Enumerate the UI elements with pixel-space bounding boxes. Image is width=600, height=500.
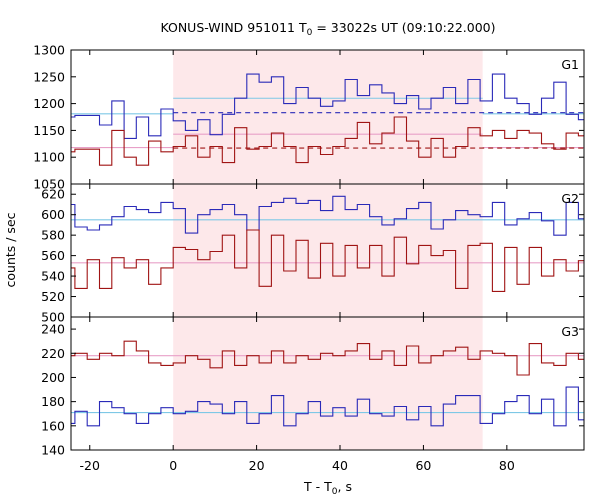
series-layer bbox=[71, 73, 584, 427]
y-tick-label: 520 bbox=[41, 289, 65, 304]
text-layer: KONUS-WIND 951011 T0 = 33022s UT (09:10:… bbox=[3, 20, 579, 497]
y-tick-label: 500 bbox=[41, 310, 65, 325]
y-tick-label: 580 bbox=[41, 228, 65, 243]
y-tick-label: 1100 bbox=[33, 150, 65, 165]
x-tick-label: 80 bbox=[499, 458, 515, 473]
y-tick-label: 240 bbox=[41, 322, 65, 337]
y-tick-label: 1250 bbox=[33, 69, 65, 84]
highlight-layer bbox=[173, 50, 483, 450]
panel-label: G2 bbox=[561, 191, 579, 206]
series-red-line bbox=[71, 340, 584, 376]
y-tick-label: 1300 bbox=[33, 43, 65, 58]
y-tick-label: 600 bbox=[41, 207, 65, 222]
x-tick-label: -20 bbox=[80, 458, 100, 473]
x-axis-label: T - T0, s bbox=[303, 479, 352, 497]
highlight-band bbox=[173, 184, 483, 317]
y-tick-label: 140 bbox=[41, 443, 65, 458]
y-tick-label: 160 bbox=[41, 418, 65, 433]
chart-title: KONUS-WIND 951011 T0 = 33022s UT (09:10:… bbox=[160, 20, 495, 38]
series-blue-line bbox=[71, 73, 584, 139]
x-tick-label: 0 bbox=[169, 458, 177, 473]
y-tick-label: 200 bbox=[41, 370, 65, 385]
series-red-line bbox=[71, 116, 584, 166]
panel-g1-plot bbox=[71, 73, 584, 166]
panel-g3-plot bbox=[71, 340, 584, 427]
y-tick-label: 620 bbox=[41, 187, 65, 202]
series-blue-line bbox=[71, 195, 584, 236]
y-tick-label: 220 bbox=[41, 346, 65, 361]
y-tick-label: 540 bbox=[41, 269, 65, 284]
panel-frame bbox=[70, 316, 585, 451]
series-blue-line bbox=[71, 386, 584, 427]
x-tick-label: 40 bbox=[332, 458, 348, 473]
y-tick-label: 1050 bbox=[33, 177, 65, 192]
y-axis-label: counts / sec bbox=[3, 212, 18, 287]
y-tick-label: 560 bbox=[41, 248, 65, 263]
panel-label: G3 bbox=[561, 324, 579, 339]
y-tick-label: 1150 bbox=[33, 123, 65, 138]
frame-layer bbox=[70, 49, 585, 451]
x-tick-label: 60 bbox=[415, 458, 431, 473]
series-red-line bbox=[71, 229, 584, 292]
panel-g2-plot bbox=[71, 195, 584, 292]
y-tick-label: 180 bbox=[41, 394, 65, 409]
highlight-band bbox=[173, 50, 483, 184]
x-tick-label: 20 bbox=[249, 458, 265, 473]
highlight-band bbox=[173, 317, 483, 450]
y-tick-label: 1200 bbox=[33, 96, 65, 111]
panel-label: G1 bbox=[561, 57, 579, 72]
